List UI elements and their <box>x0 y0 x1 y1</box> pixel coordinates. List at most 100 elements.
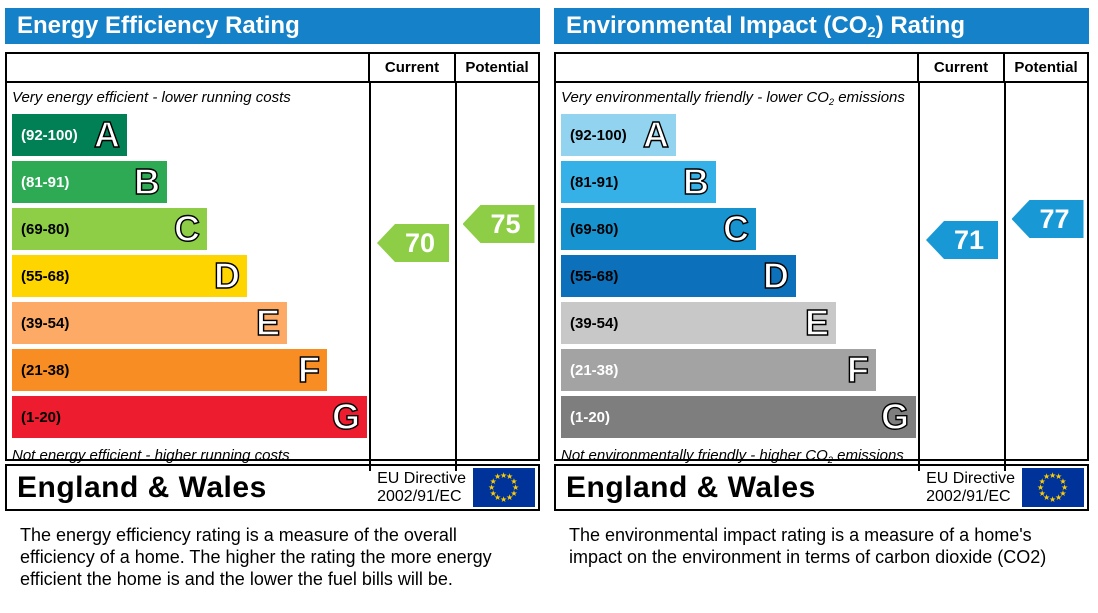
band-letter: B <box>133 161 160 202</box>
current-column-header: Current <box>368 54 454 81</box>
band-row-d: (55-68) D <box>561 255 796 297</box>
band-row-b: (81-91) B <box>561 161 716 203</box>
band-range: (21-38) <box>570 361 619 379</box>
description-line: impact on the environment in terms of ca… <box>569 547 1047 567</box>
eu-flag-star: ★ <box>506 472 514 482</box>
band-letter: D <box>213 255 240 296</box>
energy-efficiency-description: The energy efficiency rating is a measur… <box>5 524 540 590</box>
header-spacer <box>556 54 917 81</box>
eu-flag-star: ★ <box>494 472 502 482</box>
eu-flag-star: ★ <box>488 482 496 492</box>
table-header-row: Current Potential <box>7 54 538 83</box>
band-range: (92-100) <box>21 126 78 144</box>
current-column: 70 <box>369 83 455 471</box>
energy-efficiency-panel: Energy Efficiency Rating Current Potenti… <box>5 8 540 590</box>
band-letter: E <box>804 302 829 343</box>
band-row-f: (21-38) F <box>561 349 876 391</box>
band-range: (55-68) <box>570 267 619 285</box>
eu-flag-star: ★ <box>510 476 518 486</box>
eu-flag-star: ★ <box>1043 472 1051 482</box>
bottom-caption: Not environmentally friendly - higher CO… <box>561 447 916 467</box>
eu-flag-star: ★ <box>1061 482 1069 492</box>
environmental-impact-title: Environmental Impact (CO2) Rating <box>554 8 1089 44</box>
current-column-header: Current <box>917 54 1003 81</box>
eu-flag-star: ★ <box>489 488 497 498</box>
top-caption: Very energy efficient - lower running co… <box>12 89 291 106</box>
energy-efficiency-title: Energy Efficiency Rating <box>5 8 540 44</box>
band-letter: G <box>880 396 909 437</box>
eu-flag-star: ★ <box>1059 476 1067 486</box>
potential-column-header: Potential <box>454 54 538 81</box>
band-row-b: (81-91) B <box>12 161 167 203</box>
band-letter: F <box>846 349 869 390</box>
eu-flag-star: ★ <box>1055 492 1063 502</box>
band-row-c: (69-80) C <box>561 208 756 250</box>
caption-subscript: 2 <box>828 96 835 107</box>
band-letter: D <box>762 255 789 296</box>
caption-text: Very environmentally friendly - lower CO <box>561 89 829 106</box>
eu-directive-label: EU Directive 2002/91/EC <box>926 470 1015 506</box>
eu-directive-line2: 2002/91/EC <box>926 487 1011 505</box>
title-subscript: 2 <box>867 25 876 42</box>
jurisdiction-footer: England & Wales EU Directive 2002/91/EC … <box>5 464 540 511</box>
caption-text: emissions <box>832 447 904 464</box>
band-row-a: (92-100) A <box>561 114 676 156</box>
description-line: The energy efficiency rating is a measur… <box>20 525 457 545</box>
band-range: (1-20) <box>21 408 62 426</box>
jurisdiction-footer: England & Wales EU Directive 2002/91/EC … <box>554 464 1089 511</box>
bottom-caption: Not energy efficient - higher running co… <box>12 447 290 464</box>
eu-flag-star: ★ <box>512 482 520 492</box>
energy-band-chart: Very energy efficient - lower running co… <box>7 83 369 471</box>
environmental-impact-panel: Environmental Impact (CO2) Rating Curren… <box>554 8 1089 590</box>
potential-column: 77 <box>1003 83 1088 471</box>
band-letter: C <box>173 208 200 249</box>
co2-band-chart: Very environmentally friendly - lower CO… <box>556 83 918 471</box>
band-range: (92-100) <box>570 126 627 144</box>
band-row-g: (1-20) G <box>12 396 367 438</box>
eu-flag-star: ★ <box>1059 488 1067 498</box>
eu-flag-star: ★ <box>1038 488 1046 498</box>
band-row-d: (55-68) D <box>12 255 247 297</box>
band-letter: E <box>255 302 280 343</box>
potential-column: 75 <box>454 83 539 471</box>
description-line: The environmental impact rating is a mea… <box>569 525 1032 545</box>
band-range: (21-38) <box>21 361 70 379</box>
band-range: (69-80) <box>21 220 70 238</box>
eu-directive-line1: EU Directive <box>377 469 466 487</box>
energy-efficiency-table: Current Potential Very energy efficient … <box>5 52 540 471</box>
eu-flag-star: ★ <box>1037 482 1045 492</box>
potential-rating-arrow: 77 <box>1011 200 1084 238</box>
table-header-row: Current Potential <box>556 54 1087 83</box>
eu-flag-star: ★ <box>494 492 502 502</box>
band-range: (39-54) <box>570 314 619 332</box>
band-letter: B <box>682 161 709 202</box>
band-range: (81-91) <box>21 173 70 191</box>
environmental-impact-table: Current Potential Very environmentally f… <box>554 52 1089 471</box>
eu-flag-icon: ★ ★ ★ ★ ★ ★ ★ ★ ★ ★ ★ ★ <box>1022 468 1084 507</box>
eu-flag-star: ★ <box>1049 470 1057 480</box>
title-text: ) Rating <box>875 12 965 39</box>
current-column: 71 <box>918 83 1004 471</box>
band-letter: C <box>722 208 749 249</box>
region-label: England & Wales <box>566 470 816 504</box>
header-spacer <box>7 54 368 81</box>
eu-flag-star: ★ <box>489 476 497 486</box>
band-row-e: (39-54) E <box>12 302 287 344</box>
band-range: (55-68) <box>21 267 70 285</box>
band-range: (69-80) <box>570 220 619 238</box>
eu-flag-star: ★ <box>500 494 508 504</box>
band-letter: F <box>297 349 320 390</box>
eu-flag-star: ★ <box>1049 494 1057 504</box>
band-row-g: (1-20) G <box>561 396 916 438</box>
eu-flag-icon: ★ ★ ★ ★ ★ ★ ★ ★ ★ ★ ★ ★ <box>473 468 535 507</box>
current-rating-arrow: 70 <box>377 224 449 262</box>
eu-flag-star: ★ <box>1055 472 1063 482</box>
top-caption: Very environmentally friendly - lower CO… <box>561 89 916 109</box>
band-range: (81-91) <box>570 173 619 191</box>
band-range: (39-54) <box>21 314 70 332</box>
eu-directive-line2: 2002/91/EC <box>377 487 462 505</box>
epc-rating-charts: Energy Efficiency Rating Current Potenti… <box>5 8 1089 590</box>
eu-directive-line1: EU Directive <box>926 469 1015 487</box>
current-rating-arrow: 71 <box>926 221 998 259</box>
table-body: Very energy efficient - lower running co… <box>7 83 538 471</box>
